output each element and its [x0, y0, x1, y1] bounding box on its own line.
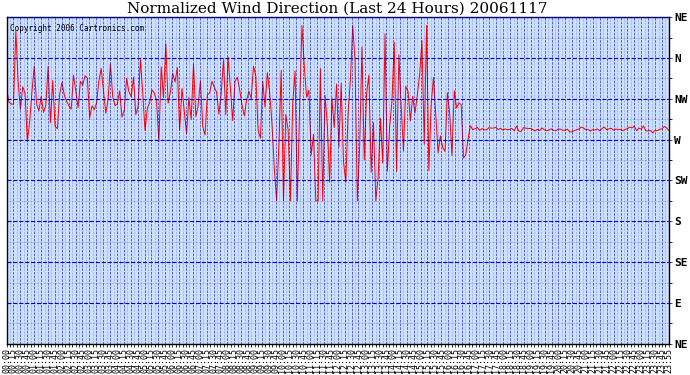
Title: Normalized Wind Direction (Last 24 Hours) 20061117: Normalized Wind Direction (Last 24 Hours…	[128, 2, 548, 16]
Text: Copyright 2006 Cartronics.com: Copyright 2006 Cartronics.com	[10, 24, 144, 33]
